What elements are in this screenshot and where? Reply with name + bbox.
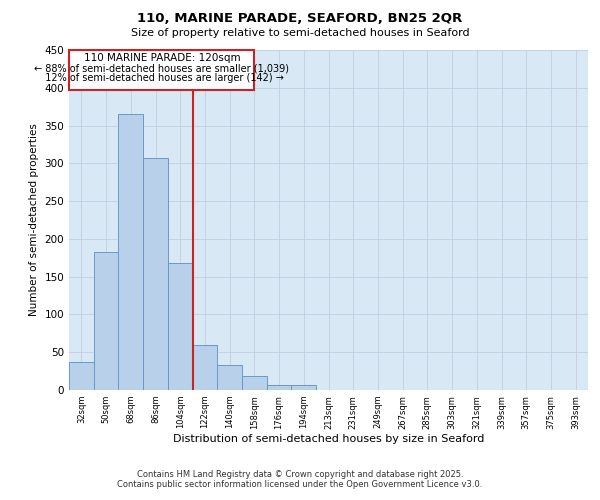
Bar [267, 384, 292, 390]
Bar [143, 158, 168, 390]
Text: 110, MARINE PARADE, SEAFORD, BN25 2QR: 110, MARINE PARADE, SEAFORD, BN25 2QR [137, 12, 463, 26]
Bar [217, 365, 242, 390]
Bar [94, 252, 118, 390]
Text: Size of property relative to semi-detached houses in Seaford: Size of property relative to semi-detach… [131, 28, 469, 38]
Text: 110 MARINE PARADE: 120sqm: 110 MARINE PARADE: 120sqm [83, 53, 240, 63]
X-axis label: Distribution of semi-detached houses by size in Seaford: Distribution of semi-detached houses by … [173, 434, 484, 444]
Bar [168, 263, 193, 390]
Bar [193, 344, 217, 390]
Text: ← 88% of semi-detached houses are smaller (1,039): ← 88% of semi-detached houses are smalle… [34, 64, 289, 74]
Bar [118, 114, 143, 390]
Text: 12% of semi-detached houses are larger (142) →: 12% of semi-detached houses are larger (… [40, 72, 284, 83]
Bar [292, 384, 316, 390]
FancyBboxPatch shape [70, 50, 254, 90]
Y-axis label: Number of semi-detached properties: Number of semi-detached properties [29, 124, 39, 316]
Text: Contains HM Land Registry data © Crown copyright and database right 2025.
Contai: Contains HM Land Registry data © Crown c… [118, 470, 482, 489]
Bar [69, 362, 94, 390]
Bar [242, 376, 267, 390]
